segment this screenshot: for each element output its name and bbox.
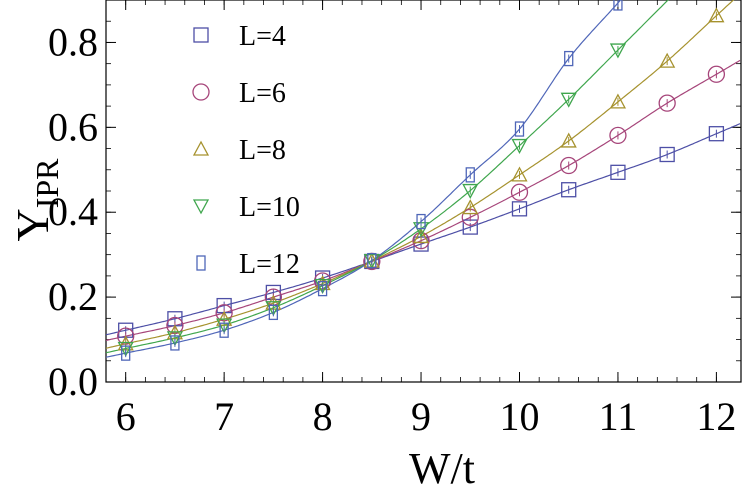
- legend-marker: [196, 255, 206, 271]
- data-point: [561, 182, 577, 198]
- x-tick-label: 12: [696, 394, 736, 439]
- data-point: [514, 121, 525, 137]
- data-point: [462, 183, 479, 199]
- legend-marker: [192, 199, 210, 215]
- x-tick-label: 10: [499, 394, 539, 439]
- data-point: [170, 335, 180, 351]
- series-L=8: [117, 7, 725, 351]
- y-tick-label: 0.8: [48, 19, 98, 64]
- data-point: [659, 146, 675, 163]
- legend-marker: [192, 140, 210, 156]
- fit-curve-L=6: [105, 59, 741, 341]
- y-axis-title-subscript: IPR: [29, 158, 65, 208]
- legend-marker: [193, 27, 209, 43]
- data-point: [707, 65, 726, 83]
- data-point: [659, 52, 676, 68]
- data-point: [613, 0, 623, 11]
- y-tick-label: 0.4: [48, 189, 98, 234]
- data-point: [317, 280, 328, 297]
- fit-curve-L=8: [105, 0, 735, 349]
- legend-label: L=12: [239, 249, 300, 280]
- y-tick-label: 0.6: [48, 104, 98, 149]
- y-tick-label: 0.2: [48, 274, 98, 319]
- data-point: [121, 345, 131, 361]
- axes: [105, 0, 742, 383]
- data-point: [367, 252, 377, 269]
- legend-label: L=6: [239, 78, 286, 109]
- data-points: [117, 0, 726, 361]
- data-point: [609, 43, 627, 59]
- data-point: [511, 166, 528, 182]
- data-point: [510, 183, 529, 201]
- x-axis-title: W/t: [409, 444, 475, 493]
- data-point: [219, 322, 229, 338]
- fit-curve-L=4: [105, 123, 741, 336]
- y-axis-title-main: Y: [7, 208, 58, 241]
- y-axis-title: YIPR: [7, 158, 65, 242]
- x-tick-label: 9: [411, 394, 431, 439]
- x-tick-label: 7: [214, 394, 234, 439]
- data-point: [462, 199, 479, 215]
- fit-curves: [105, 0, 741, 358]
- legend-label: L=10: [239, 192, 300, 223]
- data-point: [511, 201, 528, 217]
- fit-curve-L=10: [105, 0, 669, 354]
- series-L=6: [117, 65, 726, 345]
- x-tick-label: 8: [313, 394, 333, 439]
- legend-marker: [192, 83, 210, 101]
- data-point: [560, 156, 578, 175]
- data-point: [708, 7, 725, 23]
- legend-label: L=4: [239, 21, 286, 52]
- fit-curve-L=12: [105, 0, 622, 358]
- series-L=12: [121, 0, 623, 361]
- data-point: [511, 138, 528, 154]
- y-tick-label: 0.0: [48, 359, 98, 404]
- plot-frame: [105, 0, 742, 383]
- data-point: [268, 304, 279, 321]
- legend: L=4 L=6 L=8 L=10 L=12: [192, 21, 300, 280]
- x-tick-label: 6: [116, 394, 136, 439]
- data-point: [412, 228, 430, 244]
- data-point: [416, 213, 426, 230]
- data-point: [465, 167, 475, 183]
- tick-labels: 6 7 8 9 10 11 12 0.0 0.2 0.4 0.6 0.8: [48, 19, 736, 439]
- data-point: [658, 94, 676, 112]
- data-point: [560, 132, 577, 148]
- data-point: [609, 126, 627, 145]
- data-point: [560, 92, 577, 108]
- data-point: [708, 126, 725, 142]
- legend-label: L=8: [239, 135, 286, 166]
- data-point: [610, 164, 626, 180]
- x-tick-label: 11: [599, 394, 638, 439]
- data-point: [609, 93, 627, 109]
- data-point: [564, 50, 574, 67]
